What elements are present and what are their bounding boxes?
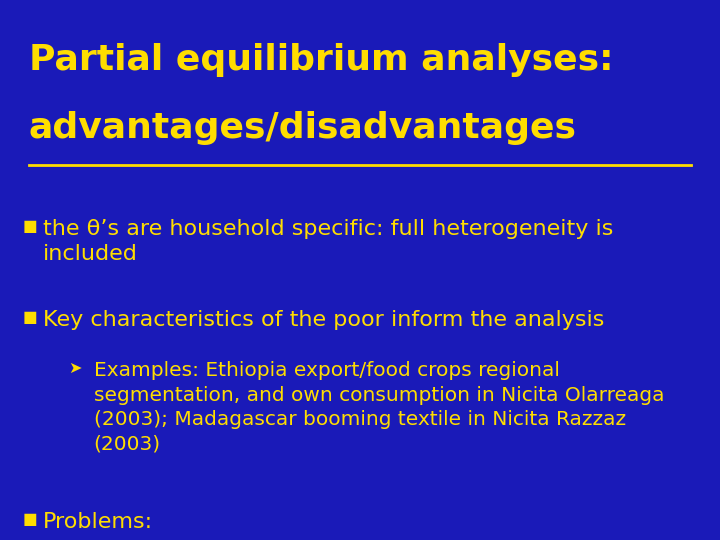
Text: advantages/disadvantages: advantages/disadvantages xyxy=(29,111,577,145)
Text: ■: ■ xyxy=(23,310,37,326)
Text: Partial equilibrium analyses:: Partial equilibrium analyses: xyxy=(29,43,613,77)
Text: Problems:: Problems: xyxy=(43,512,153,532)
Text: ■: ■ xyxy=(23,219,37,234)
Text: ➤: ➤ xyxy=(68,361,82,376)
Text: ■: ■ xyxy=(23,512,37,528)
Text: Key characteristics of the poor inform the analysis: Key characteristics of the poor inform t… xyxy=(43,310,605,330)
Text: the θ’s are household specific: full heterogeneity is
included: the θ’s are household specific: full het… xyxy=(43,219,613,264)
Text: Examples: Ethiopia export/food crops regional
segmentation, and own consumption : Examples: Ethiopia export/food crops reg… xyxy=(94,361,664,453)
